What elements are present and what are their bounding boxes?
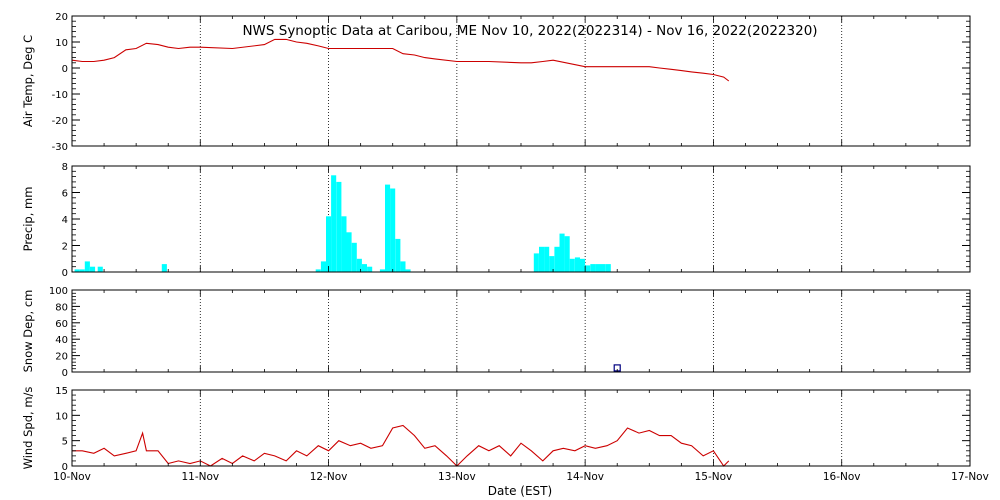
x-tick-label: 10-Nov — [53, 471, 91, 483]
y-tick-label: 10 — [55, 38, 68, 49]
precip-y-axis-label: Precip, mm — [21, 187, 35, 252]
precip-bar — [97, 266, 103, 272]
wind-series-line — [72, 424, 730, 467]
x-tick-label: 14-Nov — [566, 471, 604, 483]
chart-title: NWS Synoptic Data at Caribou, ME Nov 10,… — [242, 23, 817, 39]
y-tick-label: 20 — [55, 352, 68, 363]
precip-bar — [79, 269, 85, 272]
precip-bar — [605, 264, 611, 272]
temperature-y-axis-label: Air Temp, Deg C — [21, 35, 35, 127]
snow-y-axis-label: Snow Dep, cm — [21, 290, 35, 373]
precip-bar — [315, 269, 321, 272]
panels: -30 -20 -10 0 10 20 Air Temp, Deg C 0 2 4 6 8 Precip… — [21, 12, 971, 473]
precip-plot-frame — [71, 165, 971, 273]
snow-panel: 0 20 40 60 80 100 Snow Dep, cm — [21, 286, 971, 379]
precip-bar — [326, 216, 332, 272]
wind-panel: 0 5 10 15 Wind Spd, m/s — [21, 386, 971, 473]
precip-bar — [559, 233, 565, 272]
precip-bar — [331, 175, 337, 272]
precip-bar — [585, 265, 591, 272]
temperature-panel: -30 -20 -10 0 10 20 Air Temp, Deg C — [21, 12, 971, 153]
y-tick-label: -20 — [52, 116, 68, 127]
precip-bar — [356, 258, 362, 273]
y-tick-label: 40 — [55, 335, 68, 346]
precip-bar — [90, 266, 96, 272]
x-tick-label: 11-Nov — [181, 471, 219, 483]
y-tick-label: 80 — [55, 302, 68, 313]
precip-bar — [554, 246, 560, 272]
precip-bar — [341, 216, 347, 272]
precip-bar — [161, 264, 167, 272]
precip-bar — [361, 264, 367, 272]
y-tick-label: 0 — [62, 368, 68, 379]
precip-bar — [320, 261, 326, 272]
x-tick-label: 13-Nov — [438, 471, 476, 483]
precip-bar — [569, 258, 575, 273]
precip-bar — [390, 188, 396, 272]
y-tick-label: 60 — [55, 319, 68, 330]
x-tick-label: 17-Nov — [951, 471, 989, 483]
precip-bar — [574, 257, 580, 272]
precip-bar — [590, 264, 596, 272]
precip-bar — [336, 181, 342, 272]
x-tick-label: 16-Nov — [823, 471, 861, 483]
wind-y-axis-label: Wind Spd, m/s — [21, 387, 35, 470]
precip-bar — [395, 238, 401, 272]
y-tick-label: 8 — [62, 162, 68, 173]
precip-bar — [595, 264, 601, 272]
precip-bar — [564, 236, 570, 272]
x-axis: 10-Nov 11-Nov 12-Nov 13-Nov 14-Nov 15-Nov 16-N… — [53, 471, 989, 483]
precip-bar — [400, 261, 406, 272]
y-tick-label: 10 — [55, 411, 68, 422]
y-tick-label: 6 — [62, 189, 68, 200]
precip-bar — [385, 184, 391, 272]
y-tick-label: 4 — [62, 215, 68, 226]
precip-bar — [405, 269, 411, 272]
precip-bar — [580, 258, 586, 273]
y-tick-label: 5 — [62, 437, 68, 448]
y-tick-label: 0 — [62, 462, 68, 473]
precip-bar — [533, 253, 539, 272]
y-tick-label: 0 — [62, 64, 68, 75]
precip-bar — [379, 269, 385, 272]
y-tick-label: 0 — [62, 268, 68, 279]
x-tick-label: 12-Nov — [310, 471, 348, 483]
precip-bar — [539, 246, 545, 272]
precip-bar — [549, 256, 555, 272]
precip-bar — [346, 232, 352, 273]
y-tick-label: 100 — [49, 286, 68, 297]
x-tick-label: 15-Nov — [695, 471, 733, 483]
precip-bar — [351, 242, 357, 272]
y-tick-label: -30 — [52, 142, 68, 153]
snow-plot-frame — [71, 289, 971, 373]
wind-plot-frame — [71, 389, 971, 467]
y-tick-label: 20 — [55, 12, 68, 23]
x-axis-label: Date (EST) — [488, 484, 552, 498]
y-tick-label: 2 — [62, 242, 68, 253]
precip-bar — [600, 264, 606, 272]
precip-bar — [544, 246, 550, 272]
y-tick-label: 15 — [55, 386, 68, 397]
precip-bar — [74, 269, 80, 272]
precip-panel: 0 2 4 6 8 Precip, mm — [21, 162, 971, 279]
temperature-series-line — [71, 38, 730, 82]
precip-bar — [84, 261, 90, 272]
y-tick-label: -10 — [52, 90, 68, 101]
precip-bar — [367, 266, 373, 272]
